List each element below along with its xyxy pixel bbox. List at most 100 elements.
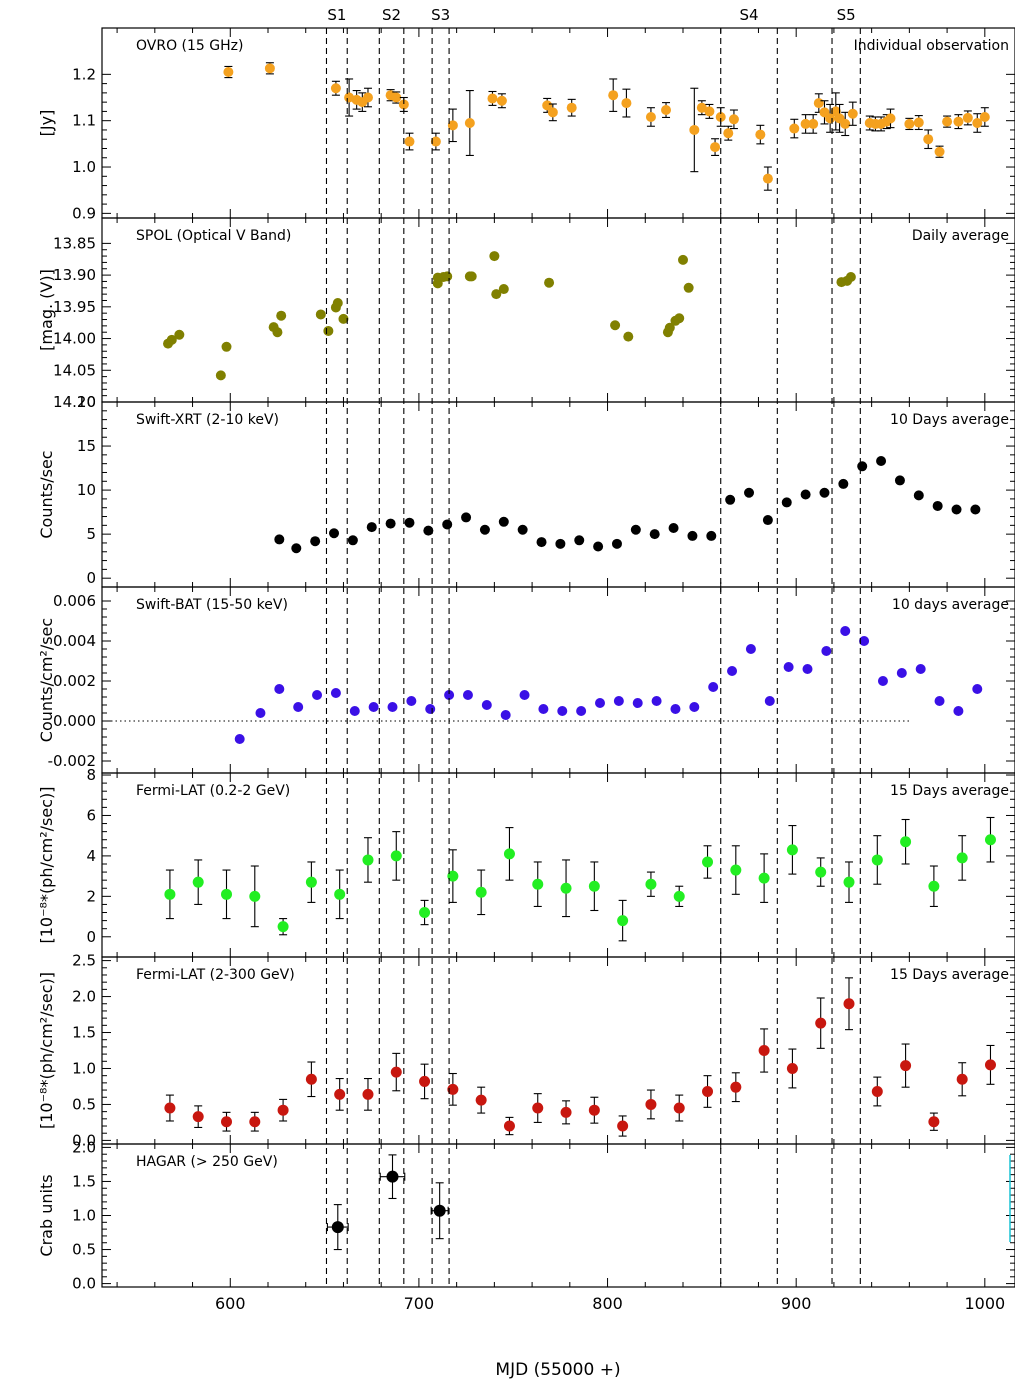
panel-frame bbox=[101, 956, 1015, 1145]
data-point bbox=[730, 1081, 742, 1093]
data-point bbox=[498, 284, 509, 295]
data-point bbox=[164, 888, 176, 900]
data-point bbox=[877, 676, 888, 686]
data-point bbox=[489, 251, 500, 262]
data-point bbox=[404, 136, 415, 147]
data-point bbox=[664, 322, 675, 333]
y-tick-label: 2.0 bbox=[72, 988, 96, 1006]
data-point bbox=[305, 876, 317, 888]
data-point bbox=[291, 543, 302, 554]
data-point bbox=[821, 646, 832, 656]
data-point bbox=[576, 706, 587, 716]
data-point bbox=[310, 536, 321, 547]
data-point bbox=[192, 1111, 204, 1123]
data-point bbox=[461, 512, 472, 523]
y-axis-label: [Jy] bbox=[37, 110, 56, 137]
y-tick-label: 0.000 bbox=[53, 712, 96, 730]
data-point bbox=[386, 1170, 399, 1183]
data-point bbox=[475, 1094, 487, 1106]
data-point bbox=[762, 515, 773, 526]
data-point bbox=[932, 500, 943, 511]
x-tick-label: 700 bbox=[404, 1294, 435, 1313]
data-point bbox=[840, 118, 851, 129]
data-point bbox=[894, 475, 905, 486]
period-label: S4 bbox=[739, 6, 758, 24]
data-point bbox=[673, 890, 685, 902]
y-tick-label: 4 bbox=[86, 847, 96, 865]
data-point bbox=[702, 1085, 714, 1097]
panel-title: Swift-XRT (2-10 keV) bbox=[136, 412, 279, 428]
data-point bbox=[223, 67, 234, 78]
data-point bbox=[942, 116, 953, 127]
data-point bbox=[710, 142, 721, 153]
data-point bbox=[876, 456, 887, 467]
panel-title: Fermi-LAT (0.2-2 GeV) bbox=[136, 783, 290, 799]
data-point bbox=[547, 107, 558, 118]
data-point bbox=[430, 136, 441, 147]
data-point bbox=[928, 880, 940, 892]
data-point bbox=[574, 535, 585, 546]
flare-period-markers: S1 S2 S3 S4 S5 bbox=[325, 6, 861, 1287]
data-point bbox=[843, 876, 855, 888]
x-tick-label: 600 bbox=[215, 1294, 246, 1313]
data-point bbox=[670, 704, 681, 714]
data-point bbox=[715, 111, 726, 122]
panel-title: Swift-BAT (15-50 keV) bbox=[136, 597, 288, 613]
data-point bbox=[498, 516, 509, 527]
data-point bbox=[425, 704, 436, 714]
y-tick-label: 1.5 bbox=[72, 1172, 96, 1190]
data-point bbox=[433, 1204, 446, 1217]
data-point bbox=[385, 518, 396, 529]
data-point bbox=[913, 490, 924, 501]
data-point bbox=[845, 272, 856, 283]
x-tick-label: 900 bbox=[781, 1294, 812, 1313]
data-point bbox=[800, 489, 811, 500]
data-point bbox=[331, 1221, 344, 1234]
data-point bbox=[349, 706, 360, 716]
data-point bbox=[847, 108, 858, 119]
data-point bbox=[500, 710, 511, 720]
data-point bbox=[704, 106, 715, 117]
period-label: S2 bbox=[382, 6, 401, 24]
y-tick-label: 0 bbox=[86, 928, 96, 946]
data-point bbox=[649, 529, 660, 540]
period-label: S5 bbox=[837, 6, 856, 24]
data-point bbox=[475, 886, 487, 898]
y-axis-label: [10⁻⁸*(ph/cm²/sec)] bbox=[37, 786, 56, 943]
data-point bbox=[815, 866, 827, 878]
data-point bbox=[900, 1060, 912, 1072]
data-point bbox=[442, 519, 453, 530]
data-point bbox=[808, 118, 819, 129]
y-tick-label: -0.002 bbox=[48, 752, 96, 770]
y-tick-label: 5 bbox=[86, 525, 96, 543]
data-point bbox=[623, 331, 634, 342]
data-point bbox=[312, 690, 323, 700]
data-point bbox=[221, 888, 232, 900]
data-point bbox=[725, 494, 736, 505]
data-point bbox=[956, 852, 968, 864]
y-tick-label: 10 bbox=[77, 481, 96, 499]
period-label: S3 bbox=[431, 6, 450, 24]
data-point bbox=[362, 92, 373, 103]
data-point bbox=[928, 1116, 940, 1128]
y-tick-label: 1.2 bbox=[72, 65, 96, 83]
panel-4: -0.002 0.000 0.002 0.004 0.006 Counts/cm²/sec… bbox=[37, 586, 1015, 774]
data-point bbox=[164, 1102, 176, 1114]
data-point bbox=[560, 1106, 572, 1118]
data-point bbox=[913, 117, 924, 128]
data-point bbox=[557, 706, 568, 716]
data-point bbox=[487, 93, 498, 104]
panel-frame bbox=[101, 586, 1015, 774]
data-point bbox=[390, 1066, 402, 1078]
panel-note: 10 days average bbox=[892, 597, 1009, 613]
data-point bbox=[673, 1102, 685, 1114]
data-point bbox=[277, 1104, 289, 1116]
data-point bbox=[758, 872, 770, 884]
x-axis-label: MJD (55000 +) bbox=[495, 1360, 620, 1380]
data-point bbox=[972, 684, 983, 694]
data-point bbox=[305, 1073, 317, 1085]
data-point bbox=[491, 289, 502, 300]
y-axis-label: Counts/sec bbox=[37, 450, 56, 538]
data-point bbox=[962, 112, 973, 123]
data-point bbox=[610, 320, 621, 331]
